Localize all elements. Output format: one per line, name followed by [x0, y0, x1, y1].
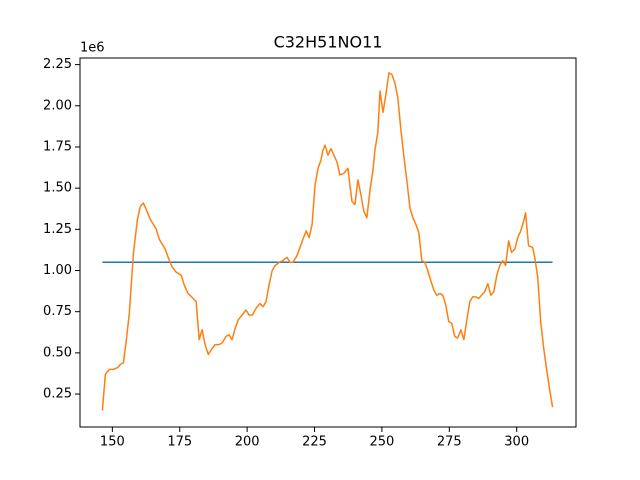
y-tick-label: 2.25: [43, 57, 72, 72]
y-offset-label: 1e6: [80, 41, 105, 56]
y-tick-label: 0.25: [43, 387, 72, 402]
x-tick-label: 250: [369, 435, 394, 450]
y-tick-label: 0.75: [43, 304, 72, 319]
x-tick-label: 200: [235, 435, 260, 450]
y-tick-label: 0.50: [43, 345, 72, 360]
plot-frame: [79, 57, 577, 428]
data-line: [101, 72, 554, 411]
x-tick-label: 225: [302, 435, 327, 450]
y-tick-label: 1.50: [43, 181, 72, 196]
x-tick-label: 300: [504, 435, 529, 450]
y-tick-label: 1.00: [43, 263, 72, 278]
x-tick-label: 275: [437, 435, 462, 450]
x-tick-label: 150: [100, 435, 125, 450]
y-tick-label: 1.25: [43, 222, 72, 237]
y-tick-label: 2.00: [43, 98, 72, 113]
x-tick-label: 175: [167, 435, 192, 450]
y-tick-label: 1.75: [43, 139, 72, 154]
chart-title: C32H51NO11: [274, 33, 383, 52]
